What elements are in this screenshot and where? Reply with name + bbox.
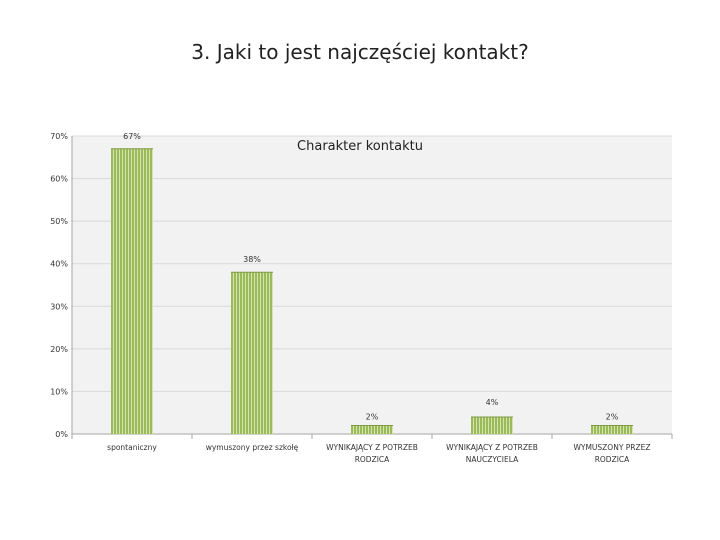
category-label: WYNIKAJĄCY Z POTRZEB <box>326 443 418 452</box>
slide-title: 3. Jaki to jest najczęściej kontakt? <box>191 40 529 64</box>
data-label: 38% <box>243 255 261 264</box>
bar <box>111 148 153 434</box>
y-tick-label: 70% <box>50 132 68 141</box>
category-label: WYNIKAJĄCY Z POTRZEB <box>446 443 538 452</box>
y-tick-label: 40% <box>50 260 68 269</box>
category-label: WYMUSZONY PRZEZ <box>573 443 650 452</box>
plot-background <box>72 136 672 434</box>
y-tick-label: 60% <box>50 175 68 184</box>
y-tick-label: 50% <box>50 217 68 226</box>
data-label: 2% <box>606 412 619 421</box>
y-tick-label: 0% <box>55 430 68 439</box>
category-label: spontaniczny <box>107 443 157 452</box>
data-label: 4% <box>486 398 499 407</box>
chart-title: Charakter kontaktu <box>297 139 423 154</box>
category-label: NAUCZYCIELA <box>466 455 519 464</box>
bar <box>591 425 633 434</box>
category-label: wymuszony przez szkołę <box>206 443 299 452</box>
bar <box>231 272 273 434</box>
data-label: 67% <box>123 132 141 141</box>
y-tick-label: 20% <box>50 345 68 354</box>
bar <box>351 425 393 434</box>
y-tick-label: 30% <box>50 302 68 311</box>
bar <box>471 416 513 434</box>
category-label: RODZICA <box>355 455 390 464</box>
data-label: 2% <box>366 412 379 421</box>
y-tick-label: 10% <box>50 387 68 396</box>
category-label: RODZICA <box>595 455 630 464</box>
